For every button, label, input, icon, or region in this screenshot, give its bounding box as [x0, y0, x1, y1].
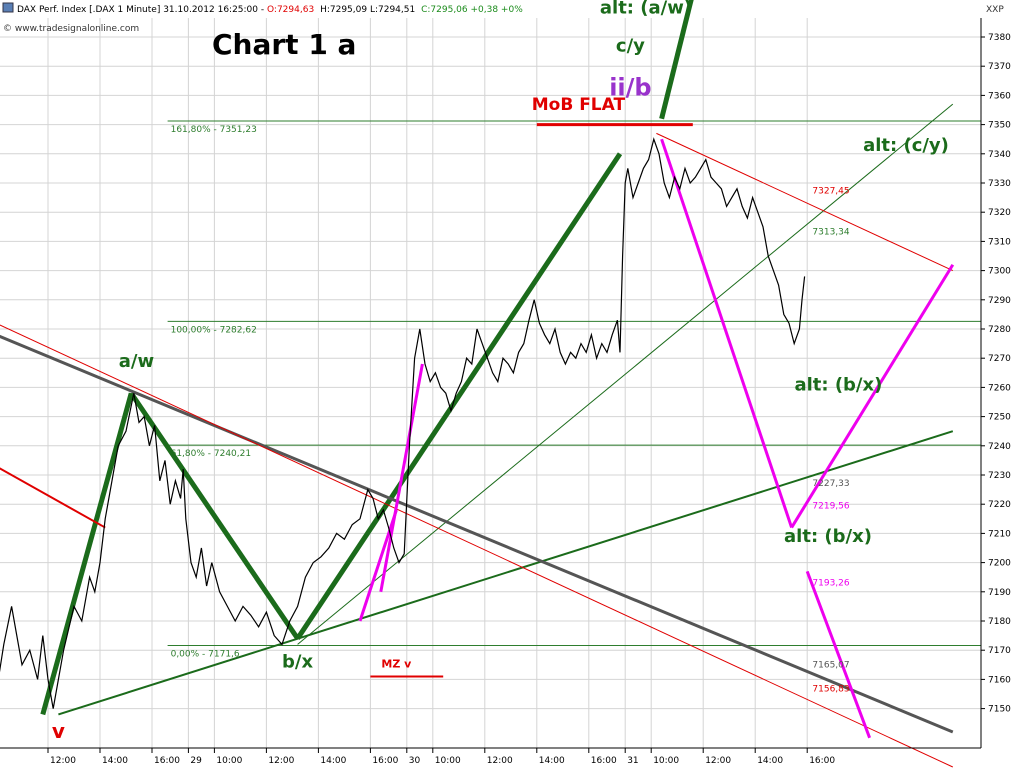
y-tick-label: 7220	[988, 500, 1011, 510]
fib-level-label: 61,80% - 7240,21	[171, 449, 252, 459]
x-tick-label: 14:00	[757, 756, 783, 766]
y-tick-label: 7190	[988, 588, 1011, 598]
x-tick-label: 10:00	[653, 756, 679, 766]
x-tick-label: 16:00	[591, 756, 617, 766]
annotations: 7327,45 7313,34 7227,33 7219,56 7193,26 7165,…	[52, 0, 949, 743]
wave-annotation: alt: (b/x)	[784, 526, 872, 547]
wave-annotation: a/w	[119, 351, 154, 372]
x-tick-label: 12:00	[705, 756, 731, 766]
level-value-label: 7193,26	[812, 578, 849, 588]
y-tick-label: 7180	[988, 617, 1011, 627]
level-value-label: 7156,83	[812, 685, 849, 695]
x-tick-label: 16:00	[809, 756, 835, 766]
x-tick-label: 10:00	[435, 756, 461, 766]
y-tick-label: 7320	[988, 208, 1011, 218]
wave-line-gray-trendline	[0, 334, 954, 734]
y-tick-label: 7150	[988, 705, 1011, 715]
wave-line-support-lower	[58, 430, 954, 716]
wave-lines	[0, 0, 955, 768]
y-tick-label: 7350	[988, 121, 1011, 131]
x-tick-label: 29	[190, 756, 202, 766]
wave-annotation: MZ v	[381, 658, 412, 671]
wave-line-red-channel-top	[656, 132, 954, 272]
y-tick-label: 7370	[988, 62, 1011, 72]
wave-line-ii/b-to-alt-a/w	[659, 0, 694, 120]
high-low-value: H:7295,09 L:7294,51	[320, 5, 415, 15]
header-icon	[2, 2, 14, 13]
level-value-label: 7313,34	[812, 228, 849, 238]
y-tick-label: 7210	[988, 529, 1011, 539]
open-value: O:7294,63	[267, 5, 314, 15]
x-tick-label: 12:00	[50, 756, 76, 766]
fib-levels: 161,80% - 7351,23 100,00% - 7282,62 61,80%…	[167, 120, 981, 660]
y-tick-label: 7260	[988, 383, 1011, 393]
level-value-label: 7165,07	[812, 661, 849, 671]
y-tick-label: 7170	[988, 646, 1011, 656]
wave-annotation: b/x	[282, 652, 313, 673]
x-tick-label: 16:00	[372, 756, 398, 766]
wave-annotation: alt: (b/x)	[794, 374, 882, 395]
axis-unit-label: XXP	[986, 5, 1004, 15]
fib-level-label: 100,00% - 7282,62	[171, 325, 257, 335]
y-tick-label: 7360	[988, 91, 1011, 101]
y-tick-label: 7330	[988, 179, 1011, 189]
x-tick-label: 31	[627, 756, 638, 766]
x-tick-label: 12:00	[487, 756, 513, 766]
grid-layer	[0, 18, 981, 748]
wave-line-magenta-down-1	[660, 138, 794, 529]
y-tick-label: 7230	[988, 471, 1011, 481]
wave-line-a/w-to-b/x	[129, 391, 300, 640]
wave-annotation: alt: (c/y)	[863, 135, 949, 156]
price-line	[0, 137, 806, 709]
x-tick-label: 10:00	[216, 756, 242, 766]
y-tick-label: 7270	[988, 354, 1011, 364]
wave-line-magenta-up-1	[379, 363, 424, 593]
x-tick-label: 12:00	[268, 756, 294, 766]
wave-annotation: ii/b	[609, 73, 651, 101]
wave-line-v-to-a/w	[40, 392, 134, 716]
source-label: © www.tradesignalonline.com	[3, 24, 139, 34]
level-value-label: 7227,33	[812, 479, 849, 489]
wave-annotation: alt: (a/w)	[600, 0, 692, 19]
y-tick-label: 7280	[988, 325, 1011, 335]
wave-line-support-upper	[297, 103, 954, 645]
instrument-label: DAX Perf. Index [.DAX 1 Minute] 31.10.20…	[17, 5, 264, 15]
wave-annotation: c/y	[616, 36, 645, 57]
wave-annotation: MoB FLAT	[532, 95, 626, 115]
fib-level-label: 161,80% - 7351,23	[171, 125, 257, 135]
wave-line-red-trendline-1	[0, 324, 954, 768]
level-value-label: 7219,56	[812, 501, 849, 511]
x-tick-label: 14:00	[320, 756, 346, 766]
wave-line-magenta-up-2	[358, 509, 398, 622]
x-tick-label: 30	[409, 756, 421, 766]
y-tick-label: 7310	[988, 237, 1011, 247]
axes: XXP 7150 7160 7170 7180 7190 7200 7210 7220 7230…	[0, 5, 1011, 766]
y-tick-label: 7240	[988, 442, 1011, 452]
y-tick-label: 7290	[988, 296, 1011, 306]
y-tick-label: 7200	[988, 559, 1011, 569]
x-tick-label: 14:00	[102, 756, 128, 766]
y-tick-label: 7160	[988, 675, 1011, 685]
x-tick-label: 14:00	[539, 756, 565, 766]
wave-annotation: v	[52, 719, 65, 743]
svg-text:DAX Perf. Index [.DAX 1 Minut: DAX Perf. Index [.DAX 1 Minute] 31.10.20…	[17, 5, 523, 15]
fib-level-label: 0,00% - 7171,6	[171, 650, 240, 660]
x-tick-label: 16:00	[154, 756, 180, 766]
chart-title: Chart 1 a	[212, 28, 356, 61]
close-value: C:7295,06 +0,38 +0%	[421, 5, 523, 15]
y-tick-label: 7250	[988, 413, 1011, 423]
y-tick-label: 7380	[988, 33, 1011, 43]
price-series	[0, 137, 806, 709]
y-tick-label: 7340	[988, 150, 1011, 160]
wave-line-magenta-down-2	[805, 570, 872, 739]
y-tick-label: 7300	[988, 267, 1011, 277]
wave-line-b/x-to-c	[295, 152, 623, 640]
chart-header: DAX Perf. Index [.DAX 1 Minute] 31.10.20…	[2, 2, 523, 61]
level-value-label: 7327,45	[812, 186, 849, 196]
wave-line-magenta-up-3	[790, 263, 955, 529]
wave-line-red-short	[0, 467, 106, 529]
